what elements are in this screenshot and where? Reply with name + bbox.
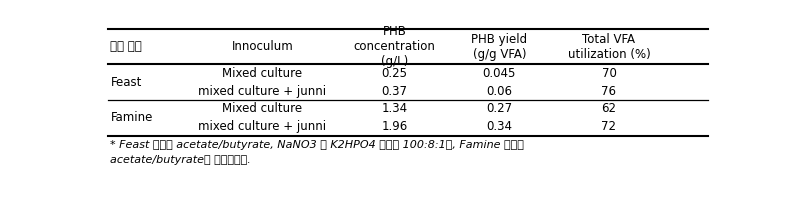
Text: 0.06: 0.06	[487, 85, 513, 98]
Text: Famine: Famine	[111, 111, 152, 124]
Text: Mixed culture: Mixed culture	[222, 103, 303, 115]
Text: 1.96: 1.96	[382, 120, 408, 133]
Text: 0.25: 0.25	[382, 67, 408, 80]
Text: Feast: Feast	[111, 76, 141, 89]
Text: Mixed culture: Mixed culture	[222, 67, 303, 80]
Text: 1.34: 1.34	[382, 103, 408, 115]
Text: 72: 72	[601, 120, 616, 133]
Text: acetate/butyrate만 이용되었음.: acetate/butyrate만 이용되었음.	[111, 155, 251, 165]
Text: 0.27: 0.27	[487, 103, 513, 115]
Text: mixed culture + junni: mixed culture + junni	[198, 120, 326, 133]
Text: 순응 조건: 순응 조건	[111, 40, 142, 53]
Text: 0.34: 0.34	[487, 120, 513, 133]
Text: Total VFA
utilization (%): Total VFA utilization (%)	[567, 33, 650, 61]
Text: PHB yield
(g/g VFA): PHB yield (g/g VFA)	[472, 33, 528, 61]
Text: 62: 62	[601, 103, 616, 115]
Text: 76: 76	[601, 85, 616, 98]
Text: * Feast 조건은 acetate/butyrate, NaNO3 및 K2HPO4 비율을 100:8:1로, Famine 조건은: * Feast 조건은 acetate/butyrate, NaNO3 및 K2…	[111, 140, 525, 150]
Text: PHB
concentration
(g/L): PHB concentration (g/L)	[353, 25, 435, 68]
Text: 70: 70	[601, 67, 616, 80]
Text: Innoculum: Innoculum	[231, 40, 293, 53]
Text: 0.37: 0.37	[382, 85, 408, 98]
Text: 0.045: 0.045	[483, 67, 516, 80]
Text: mixed culture + junni: mixed culture + junni	[198, 85, 326, 98]
